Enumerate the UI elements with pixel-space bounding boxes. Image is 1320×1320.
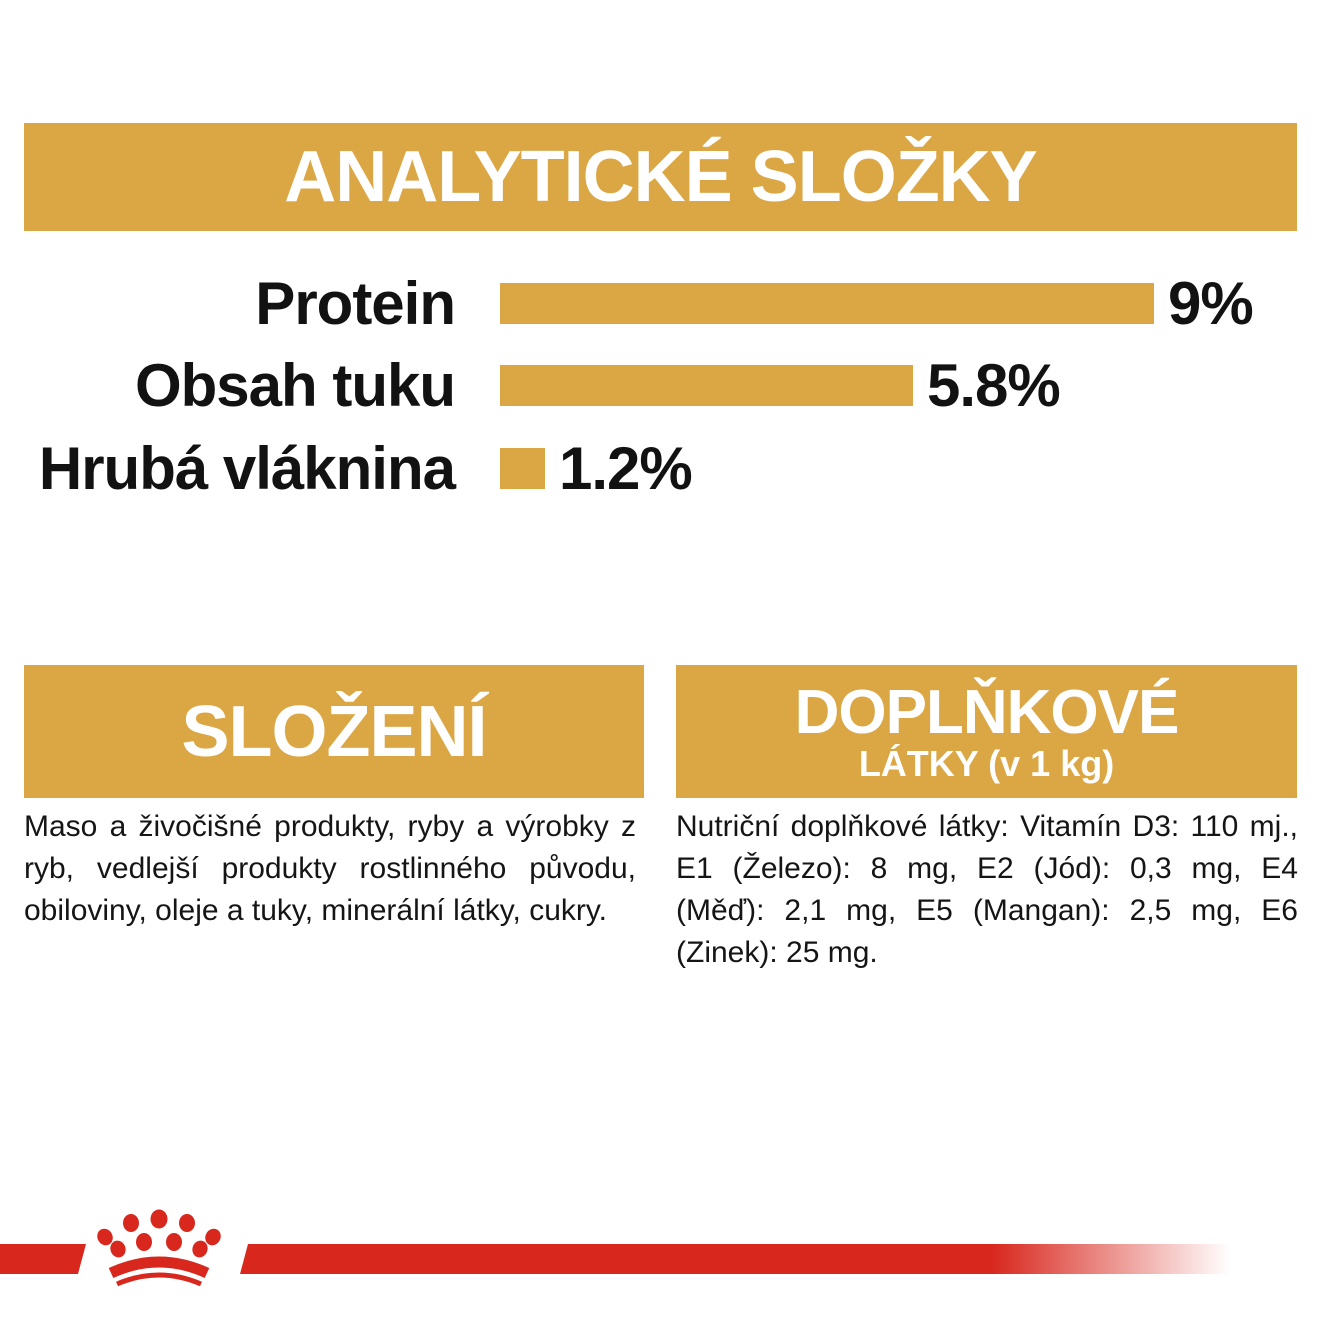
chart-category-label: Hrubá vláknina bbox=[38, 435, 456, 502]
footer-art bbox=[0, 1209, 1320, 1287]
analytical-header-banner: ANALYTICKÉ SLOŽKY bbox=[24, 123, 1297, 231]
chart-bar bbox=[500, 283, 1154, 324]
additives-title-line2: LÁTKY (v 1 kg) bbox=[858, 743, 1115, 784]
composition-title: SLOŽENÍ bbox=[181, 691, 487, 772]
chart-bar bbox=[500, 448, 545, 489]
chart-bar bbox=[500, 365, 913, 406]
analytical-chart: Protein 9% Obsah tuku 5.8% Hrubá vláknina 1.2… bbox=[0, 0, 1320, 540]
chart-category-label: Protein bbox=[255, 270, 456, 337]
composition-body-text: Maso a živočišné produkty, ryby a výrobk… bbox=[24, 810, 636, 927]
chart-value-label: 9% bbox=[1168, 270, 1254, 337]
chart-row: Hrubá vláknina 1.2% bbox=[0, 435, 1320, 502]
analytical-header-title: ANALYTICKÉ SLOŽKY bbox=[284, 137, 1037, 217]
additives-section-header: DOPLŇKOVÉ LÁTKY (v 1 kg) bbox=[676, 665, 1297, 798]
chart-row: Obsah tuku 5.8% bbox=[0, 352, 1320, 419]
additives-body-text: Nutriční doplňkové látky: Vitamín D3: 11… bbox=[676, 810, 1298, 969]
composition-section-header: SLOŽENÍ bbox=[24, 665, 644, 798]
chart-value-label: 5.8% bbox=[927, 352, 1061, 419]
royal-canin-crown-icon bbox=[97, 1209, 221, 1287]
chart-row: Protein 9% bbox=[0, 270, 1320, 337]
chart-category-label: Obsah tuku bbox=[134, 352, 456, 419]
chart-value-label: 1.2% bbox=[559, 435, 693, 502]
additives-title-line1: DOPLŇKOVÉ bbox=[794, 678, 1180, 747]
